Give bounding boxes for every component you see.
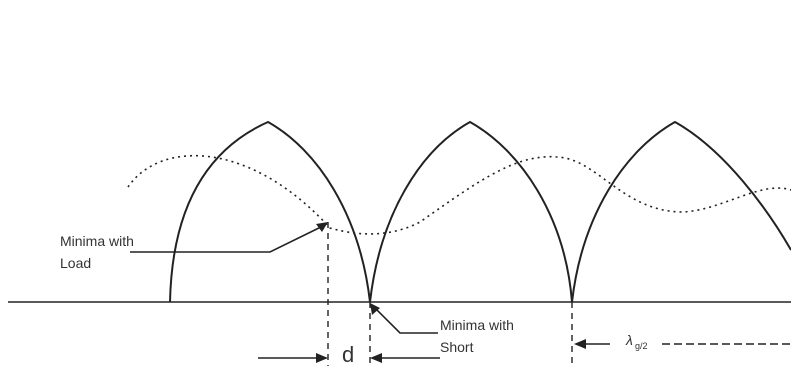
minima-load-label-line1: Minima with — [60, 233, 134, 249]
lambda-label: λ — [625, 332, 633, 348]
load-wave-dotted — [127, 154, 791, 235]
minima-short-label-line1: Minima with — [440, 317, 514, 333]
lambda-dimension-arrow — [574, 339, 791, 349]
marker-lines — [327, 222, 573, 366]
short-lobe-3 — [571, 120, 791, 303]
short-circuit-wave — [169, 120, 791, 303]
short-lobe-1 — [169, 120, 371, 303]
load-leader — [130, 222, 328, 253]
minima-short-label-line2: Short — [440, 339, 474, 355]
lambda-subscript: g/2 — [635, 341, 648, 351]
short-leader — [370, 303, 438, 334]
d-label: d — [342, 342, 354, 366]
short-lobe-2 — [369, 120, 573, 303]
d-dimension-arrows — [258, 353, 440, 363]
minima-load-label-line2: Load — [60, 255, 91, 271]
